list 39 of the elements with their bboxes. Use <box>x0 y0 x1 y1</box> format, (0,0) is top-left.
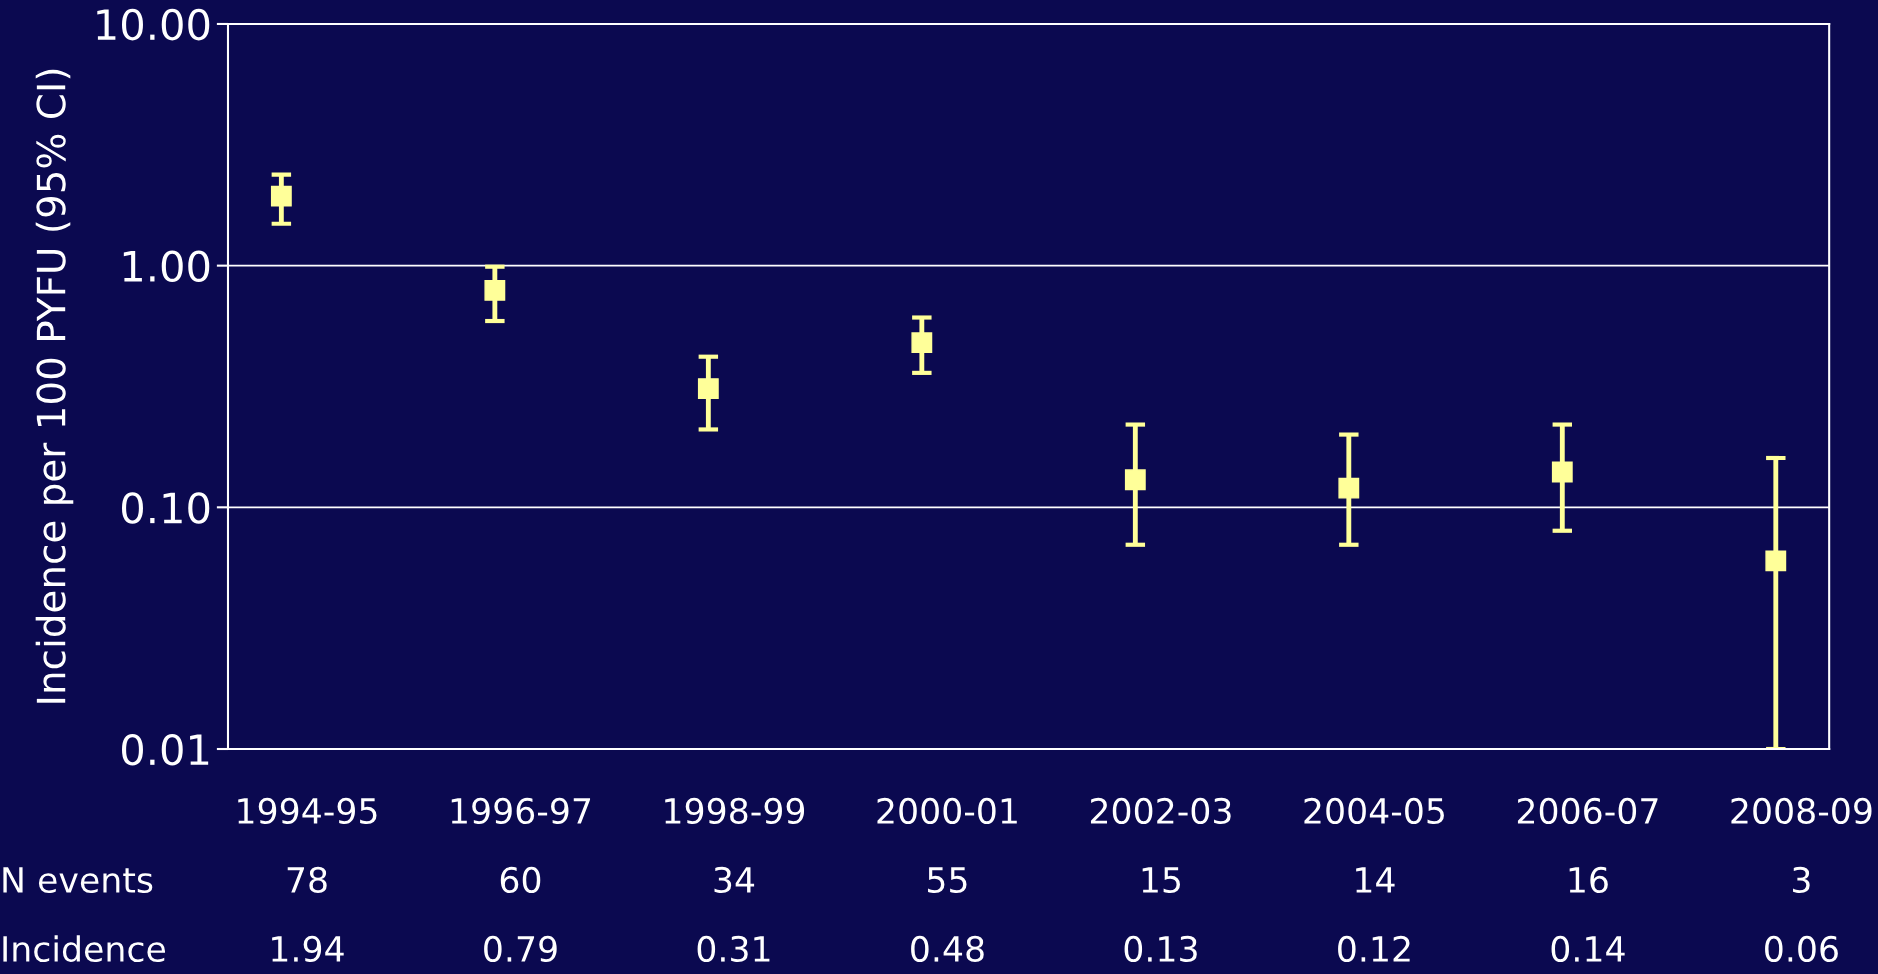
x-tick-label: 2002-03 <box>1090 797 1231 825</box>
x-tick-label: 1996-97 <box>451 797 591 825</box>
data-label: 0.14 <box>1551 935 1625 963</box>
x-tick-label: 1994-95 <box>238 797 377 825</box>
data-label: 0.06 <box>1765 935 1838 963</box>
text: 3 <box>1793 866 1810 894</box>
x-tick-label: 2000-01 <box>877 797 1017 825</box>
text: 60 <box>500 866 541 894</box>
point <box>1338 477 1360 499</box>
y-tick-label: 0.10 <box>121 492 210 524</box>
point <box>697 378 719 399</box>
point <box>1765 550 1787 572</box>
point <box>911 332 933 354</box>
text: Incidence <box>3 935 165 963</box>
x-tick-label: 2006-07 <box>1517 797 1658 825</box>
text: 78 <box>287 866 327 894</box>
data-label: 1.94 <box>272 935 344 963</box>
text: N events <box>3 867 153 894</box>
x-tick-label: 2004-05 <box>1304 797 1444 825</box>
text: 16 <box>1569 866 1608 894</box>
data-label: 0.31 <box>697 935 770 963</box>
data-label: 0.79 <box>484 935 557 963</box>
text: 15 <box>1142 867 1180 894</box>
y-tick-label: 0.01 <box>121 733 209 766</box>
text: 34 <box>714 866 755 894</box>
point <box>1124 469 1146 491</box>
point <box>484 279 506 301</box>
point <box>270 185 292 207</box>
y-axis-title: Incidence per 100 PYFU (95% CI) <box>35 69 74 703</box>
data-label: 0.48 <box>911 935 984 963</box>
y-tick-label: 10.00 <box>97 8 210 41</box>
text: 14 <box>1356 867 1395 893</box>
data-label: 0.13 <box>1124 935 1197 963</box>
data-label: 0.12 <box>1338 935 1410 963</box>
text: 55 <box>928 867 967 894</box>
x-tick-label: 2008-09 <box>1731 797 1872 825</box>
point <box>1551 461 1573 483</box>
y-tick-label: 1.00 <box>123 250 210 283</box>
x-tick-label: 1998-99 <box>665 797 805 825</box>
